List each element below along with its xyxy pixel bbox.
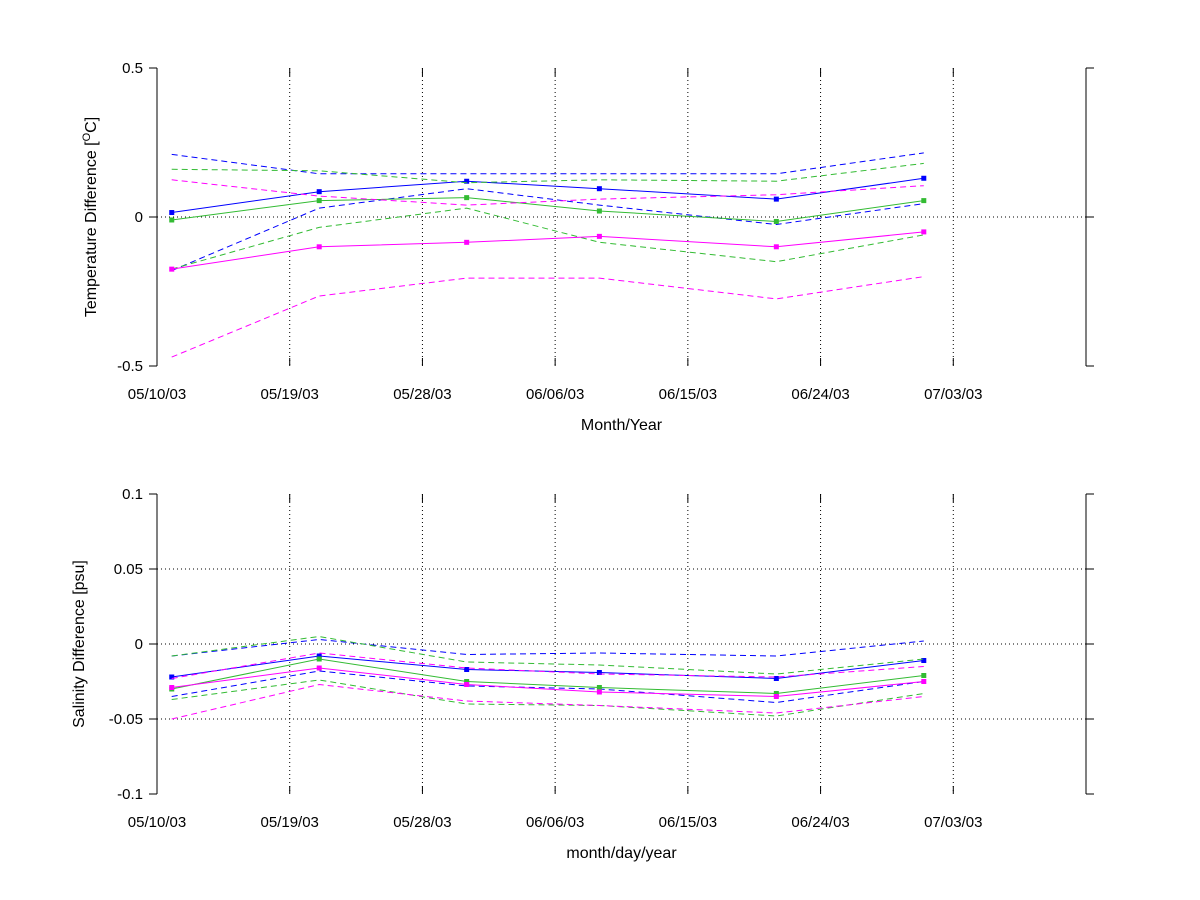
x-tick-label: 06/24/03 (791, 386, 849, 403)
series-line-2 (171, 638, 924, 657)
x-tick-label: 05/28/03 (393, 814, 451, 831)
y-axis-label: Temperature Difference [OC] (81, 117, 100, 317)
data-point (316, 665, 322, 671)
data-point (316, 189, 322, 195)
series-line-3 (171, 670, 924, 704)
data-point (316, 198, 322, 204)
temperature-difference-panel: 05/10/03 05/19/03 05/28/03 06/06/03 06/15/03… (81, 60, 1094, 434)
data-point (596, 685, 602, 690)
series-line-5 (171, 635, 924, 675)
series-group (169, 152, 927, 358)
x-tick-label: 05/10/03 (128, 386, 186, 403)
series-line-4 (171, 658, 924, 695)
series-line-9 (171, 276, 924, 358)
x-axis-ticks: 05/10/03 05/19/03 05/28/03 06/06/03 06/15/03… (128, 494, 982, 831)
y-tick-label: 0 (135, 636, 143, 653)
series-line-4 (171, 197, 924, 223)
salinity-difference-panel: 05/10/03 05/19/03 05/28/03 06/06/03 06/15/03… (71, 486, 1094, 862)
series-line-1 (171, 177, 924, 213)
data-point (464, 682, 470, 687)
x-tick-label: 06/06/03 (526, 386, 584, 403)
y-axis-label-superscript: O (81, 132, 93, 141)
y-tick-label: 0.05 (114, 561, 143, 578)
grid (157, 494, 1086, 794)
x-tick-label: 05/10/03 (128, 814, 186, 831)
series-line-8 (171, 179, 924, 206)
data-point (464, 667, 470, 672)
data-point (773, 244, 779, 250)
data-point (921, 175, 927, 181)
series-line-5 (171, 162, 924, 184)
y-axis-ticks: -0.5 0 0.5 (117, 60, 1094, 375)
data-point (316, 656, 322, 662)
y-axis-ticks: -0.1 -0.05 0 0.05 0.1 (109, 486, 1094, 803)
data-point (773, 196, 779, 202)
y-tick-label: -0.05 (109, 711, 143, 728)
data-point (773, 694, 779, 699)
x-axis-ticks: 05/10/03 05/19/03 05/28/03 06/06/03 06/15/03… (128, 68, 982, 403)
data-point (921, 229, 927, 235)
data-point (773, 676, 779, 681)
data-point (464, 195, 470, 201)
series-line-6 (171, 679, 924, 717)
x-axis-label: month/day/year (566, 845, 677, 862)
y-tick-label: -0.5 (117, 358, 143, 375)
data-point (169, 210, 175, 216)
series-line-3 (171, 188, 924, 272)
series-line-7 (171, 667, 924, 698)
y-tick-label: 0 (135, 209, 143, 226)
data-point (773, 218, 779, 224)
data-point (316, 244, 322, 250)
series-line-8 (171, 652, 924, 679)
series-line-7 (171, 231, 924, 270)
data-point (921, 679, 927, 684)
x-tick-label: 05/19/03 (261, 814, 319, 831)
x-axis-label: Month/Year (581, 417, 663, 434)
y-tick-label: -0.1 (117, 786, 143, 803)
data-point (316, 653, 322, 659)
series-line-6 (171, 207, 924, 270)
x-tick-label: 07/03/03 (924, 814, 982, 831)
data-point (464, 239, 470, 245)
data-point (921, 673, 927, 678)
data-point (169, 674, 175, 680)
x-tick-label: 05/28/03 (393, 386, 451, 403)
data-point (596, 670, 602, 675)
y-axis-label: Salinity Difference [psu] (71, 560, 88, 728)
data-point (169, 685, 175, 690)
x-tick-label: 06/06/03 (526, 814, 584, 831)
series-line-9 (171, 683, 924, 720)
data-point (464, 178, 470, 184)
data-point (921, 198, 927, 204)
data-point (596, 689, 602, 695)
series-group (169, 635, 927, 720)
x-tick-label: 06/24/03 (791, 814, 849, 831)
x-tick-label: 06/15/03 (659, 814, 717, 831)
y-axis-label-prefix: Temperature Difference [ (83, 141, 100, 317)
grid (157, 68, 1086, 366)
y-tick-label: 0.1 (122, 486, 143, 503)
data-point (596, 233, 602, 239)
y-tick-label: 0.5 (122, 60, 143, 77)
data-point (464, 679, 470, 684)
x-tick-label: 06/15/03 (659, 386, 717, 403)
data-point (596, 186, 602, 192)
data-point (169, 217, 175, 223)
y-axis-label-suffix: C] (83, 117, 100, 133)
data-point (921, 658, 927, 663)
data-point (773, 691, 779, 696)
x-tick-label: 05/19/03 (261, 386, 319, 403)
data-point (169, 266, 175, 272)
data-point (596, 208, 602, 214)
x-tick-label: 07/03/03 (924, 386, 982, 403)
